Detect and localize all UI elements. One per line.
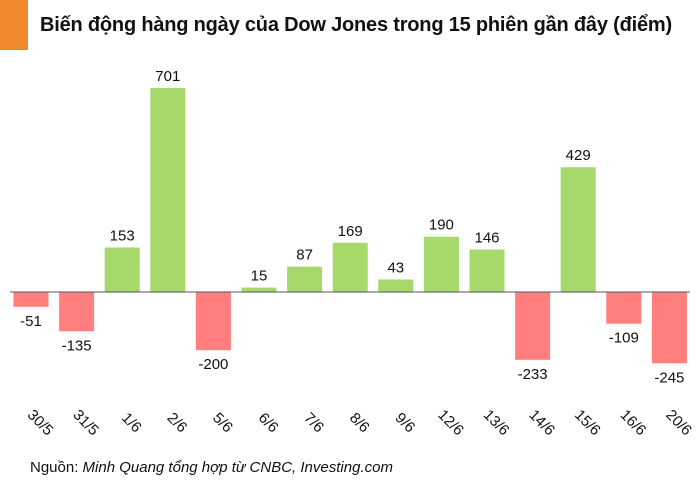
x-tick-label: 30/5 [24, 406, 57, 439]
x-tick-label: 6/6 [255, 409, 282, 436]
title-accent-bar [0, 0, 28, 50]
x-tick-label: 5/6 [209, 409, 236, 436]
x-tick-label: 8/6 [346, 409, 373, 436]
x-tick-label: 9/6 [392, 409, 419, 436]
data-label: 429 [566, 147, 591, 164]
x-tick-label: 12/6 [434, 406, 467, 439]
data-label: 146 [474, 230, 499, 247]
bar-20-6 [651, 292, 687, 364]
source-note: Nguồn: Minh Quang tổng hợp từ CNBC, Inve… [30, 459, 393, 476]
data-label: 153 [110, 228, 135, 245]
x-tick-label: 13/6 [480, 406, 513, 439]
data-label: 169 [338, 223, 363, 240]
data-label: -109 [609, 330, 639, 347]
bar-30-5 [13, 292, 49, 307]
data-label: 87 [296, 247, 313, 264]
data-label: -200 [198, 356, 228, 373]
bar-6-6 [241, 287, 277, 292]
bar-12-6 [423, 236, 459, 292]
x-tick-label: 31/5 [69, 406, 102, 439]
data-label: -233 [518, 366, 548, 383]
x-tick-label: 2/6 [164, 409, 191, 436]
x-tick-label: 1/6 [118, 409, 145, 436]
data-label: 43 [387, 260, 404, 277]
data-label: -135 [62, 337, 92, 354]
data-label: 190 [429, 217, 454, 234]
data-label: 701 [155, 68, 180, 85]
x-tick-label: 16/6 [617, 406, 650, 439]
bar-5-6 [195, 292, 231, 351]
bar-7-6 [287, 266, 323, 292]
x-tick-label: 20/6 [662, 406, 695, 439]
x-tick-label: 15/6 [571, 406, 604, 439]
data-label: -51 [20, 313, 42, 330]
source-label: Nguồn: [30, 459, 83, 476]
bar-13-6 [469, 249, 505, 292]
source-text: Minh Quang tổng hợp từ CNBC, Investing.c… [82, 459, 393, 476]
bar-15-6 [560, 167, 596, 292]
bar-14-6 [515, 292, 551, 360]
bar-9-6 [378, 279, 414, 292]
bar-2-6 [150, 88, 186, 292]
x-tick-label: 7/6 [300, 409, 327, 436]
bar-16-6 [606, 292, 642, 324]
bar-1-6 [104, 247, 140, 292]
x-tick-label: 14/6 [525, 406, 558, 439]
bar-31-5 [59, 292, 95, 332]
data-label: 15 [251, 268, 268, 285]
data-label: -245 [654, 369, 684, 386]
bar-8-6 [332, 242, 368, 292]
chart-title: Biến động hàng ngày của Dow Jones trong … [40, 14, 672, 36]
